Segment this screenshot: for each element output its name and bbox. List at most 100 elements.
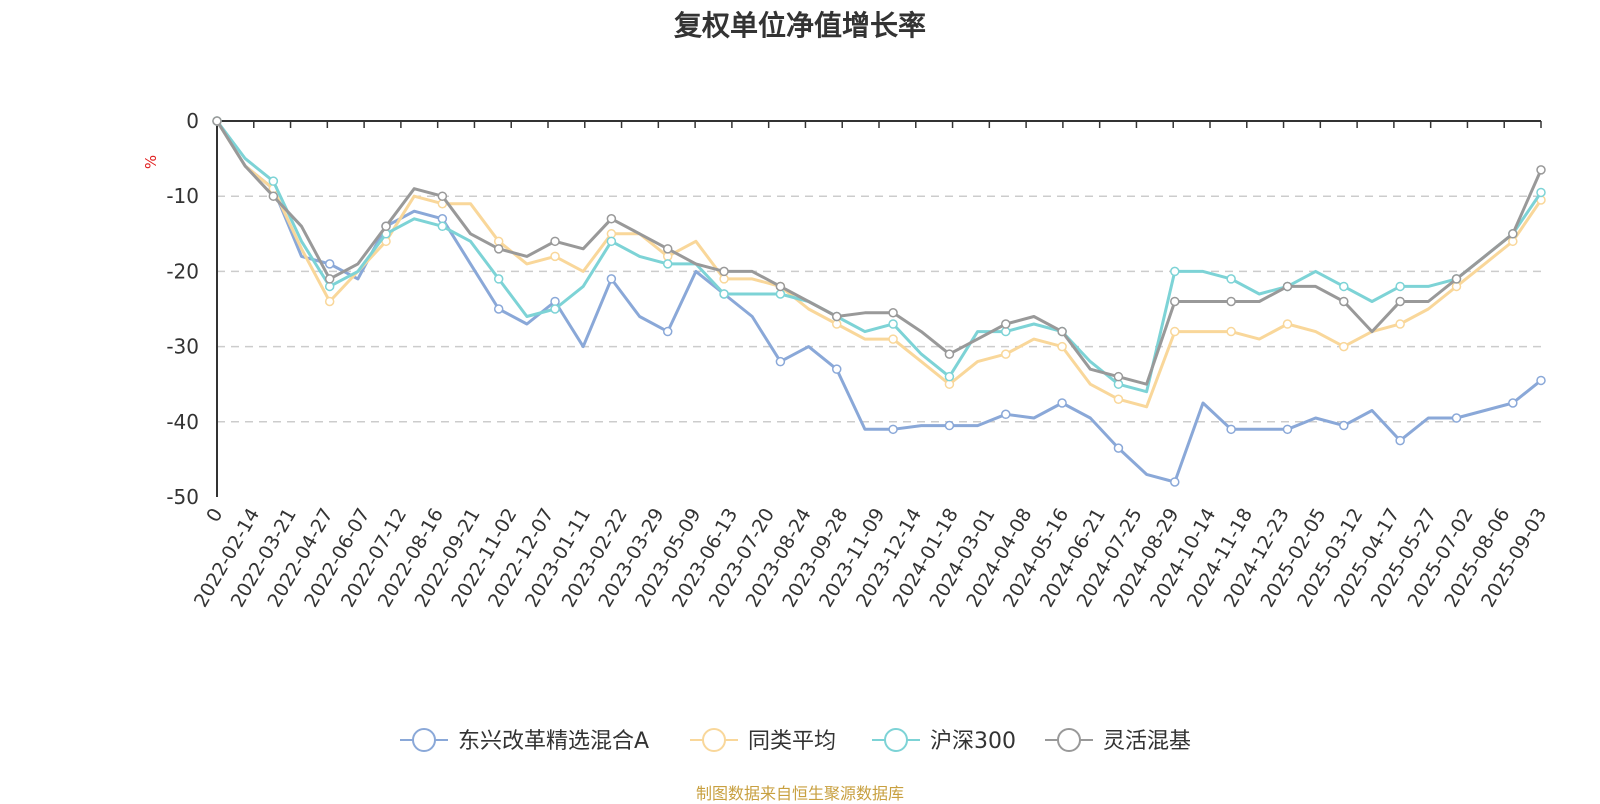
data-point [775,281,786,292]
data-point [1395,319,1405,329]
data-point [1339,420,1349,431]
series-lines [212,116,1546,487]
data-point [1282,319,1293,329]
series-line [215,120,1543,394]
data-point [550,251,560,262]
legend-marker [884,728,908,752]
y-tick-label: -30 [166,335,199,359]
series-line [215,120,1543,386]
legend-item[interactable]: 灵活混基 [1045,728,1191,754]
y-tick-label: 0 [186,109,199,133]
data-point [888,308,898,318]
y-tick-label: -20 [166,259,199,283]
legend-marker [412,728,436,752]
y-tick-label: -50 [166,485,199,509]
series-3 [212,116,1546,386]
data-point [1339,281,1349,292]
data-point [831,364,842,374]
data-point [1536,165,1546,175]
data-point [831,311,842,322]
data-point [1395,281,1405,292]
series-1 [212,116,1546,409]
data-point [1451,274,1462,284]
series-line [215,120,1542,484]
data-point [1057,341,1067,352]
data-point [1226,274,1236,284]
data-point [662,326,673,337]
chart-title: 复权单位净值增长率 [673,9,926,42]
x-tick-label: 0 [202,505,227,526]
data-point [324,259,335,269]
data-point [888,334,898,344]
data-point [1282,424,1293,435]
data-point [944,420,955,431]
data-point [1339,341,1349,352]
data-point [1113,443,1124,453]
legend-marker [1057,728,1081,752]
data-point [550,236,560,247]
data-point [606,236,617,247]
data-point [1536,375,1546,386]
data-point [775,356,786,367]
y-tick-label: -10 [166,184,199,208]
grid-lines [217,195,1541,423]
data-point [1226,326,1236,337]
legend-marker [702,728,726,752]
legend[interactable]: 东兴改革精选混合A 同类平均 沪深300 灵活混基 [400,728,1191,754]
data-point [212,116,222,126]
data-point [1508,398,1518,408]
data-point [1001,319,1011,329]
legend-item[interactable]: 东兴改革精选混合A [400,728,649,754]
data-point [493,304,504,314]
data-point [437,191,448,201]
data-point [493,274,504,284]
data-point [437,221,448,232]
legend-label: 沪深300 [930,729,1016,754]
data-point [493,244,504,254]
data-point [381,221,391,232]
data-point [606,274,617,284]
data-point [662,259,673,269]
data-point [1226,296,1236,307]
data-point [268,191,279,201]
data-point [1170,477,1180,487]
legend-label: 灵活混基 [1103,729,1191,754]
data-point [719,289,729,299]
data-point [1536,187,1546,198]
data-point [1395,435,1405,446]
legend-label: 同类平均 [748,729,836,754]
data-point [1170,296,1180,307]
data-point [1001,349,1011,359]
data-point [1170,326,1180,337]
data-point [888,424,898,435]
data-point [1395,296,1405,307]
data-point [324,274,335,284]
legend-item[interactable]: 沪深300 [872,728,1016,754]
data-point [1057,398,1067,408]
data-point [606,214,617,224]
data-point [550,304,560,314]
data-point [1170,266,1180,277]
data-point [1057,326,1067,337]
data-point [1451,413,1462,423]
data-point [944,349,955,359]
data-point [662,244,673,254]
data-point [719,266,729,277]
axes: 0-10-20-30-40-5002022-02-142022-03-21202… [166,109,1551,611]
data-point [1113,394,1124,404]
data-point [268,176,279,186]
data-point [1282,281,1293,292]
data-point [888,319,898,329]
series-line [215,120,1543,409]
legend-item[interactable]: 同类平均 [690,728,836,754]
y-unit-label: % [142,155,160,169]
data-point [1001,409,1011,420]
data-point [1226,424,1236,435]
data-point [1113,371,1124,382]
source-note: 制图数据来自恒生聚源数据库 [695,784,904,803]
y-tick-label: -40 [166,410,199,434]
data-point [1339,296,1349,307]
data-point [944,371,955,382]
legend-label: 东兴改革精选混合A [458,729,649,754]
